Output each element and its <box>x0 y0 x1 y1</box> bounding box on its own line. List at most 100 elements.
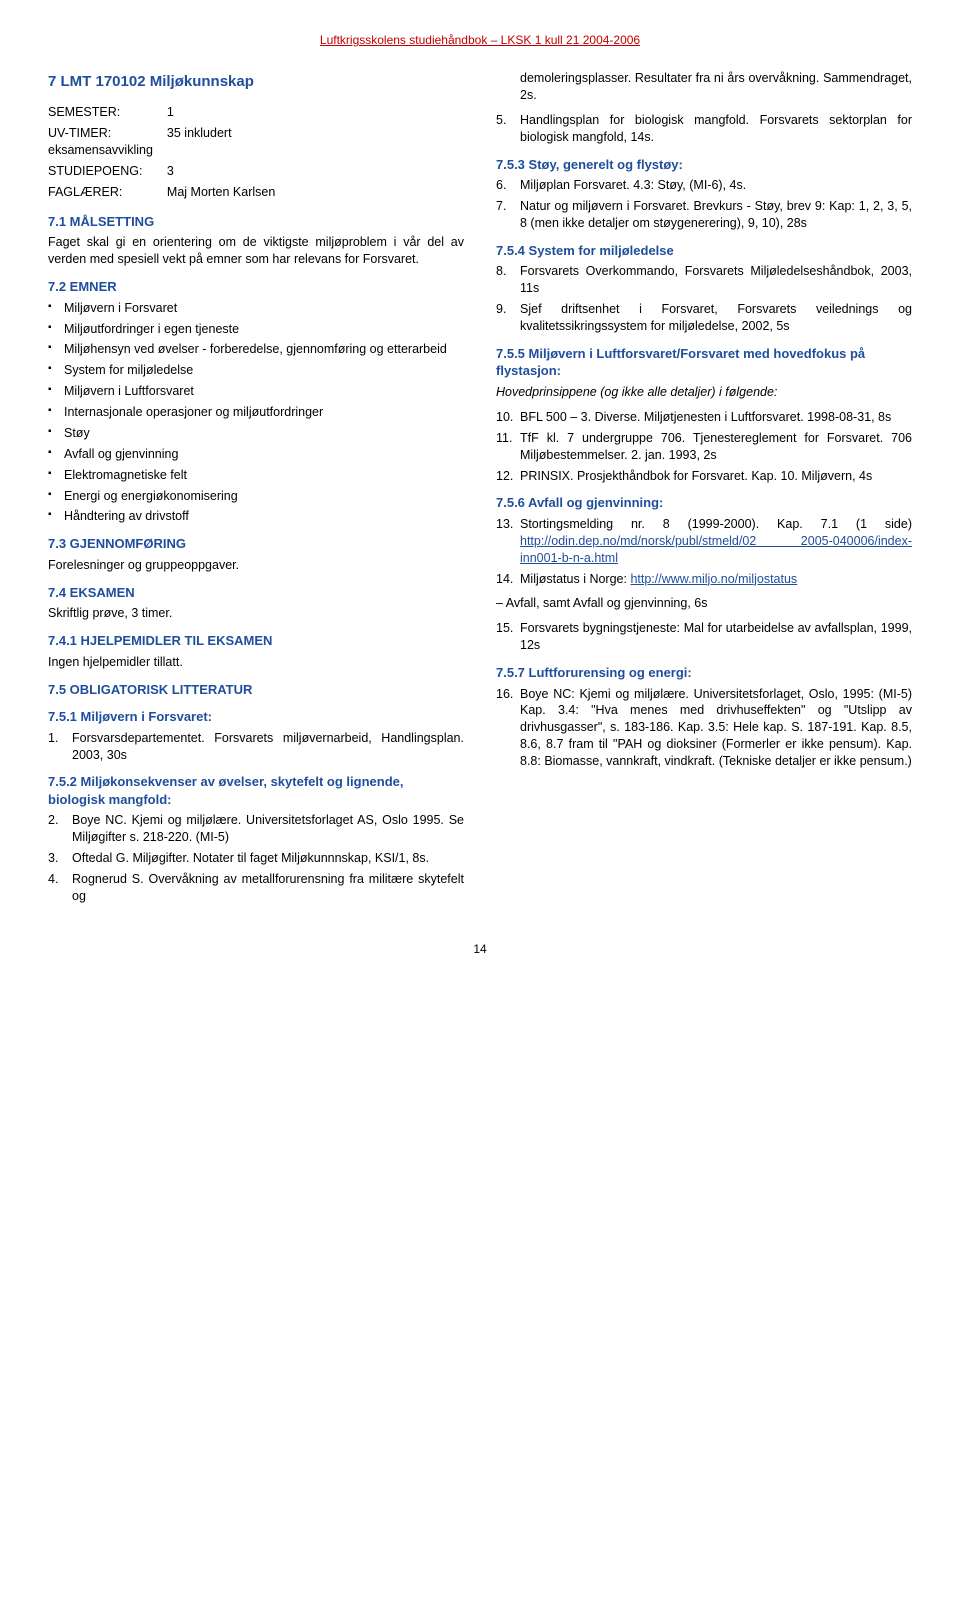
table-row: SEMESTER: 1 <box>48 102 289 123</box>
section-heading: 7.5.1 Miljøvern i Forsvaret: <box>48 708 464 726</box>
list-item: Miljøhensyn ved øvelser - forberedelse, … <box>48 341 464 358</box>
list-item: 8. Forsvarets Overkommando, Forsvarets M… <box>496 263 912 297</box>
meta-value: 3 <box>167 161 289 182</box>
item-text: Boye NC: Kjemi og miljølære. Universitet… <box>520 686 912 770</box>
list-item: 3. Oftedal G. Miljøgifter. Notater til f… <box>48 850 464 867</box>
table-row: UV-TIMER: eksamensavvikling 35 inkludert <box>48 123 289 161</box>
list-item: Miljøvern i Forsvaret <box>48 300 464 317</box>
list-item: Avfall og gjenvinning <box>48 446 464 463</box>
list-item: 1. Forsvarsdepartementet. Forsvarets mil… <box>48 730 464 764</box>
section-heading: 7.5.4 System for miljøledelse <box>496 242 912 260</box>
page-number: 14 <box>48 941 912 957</box>
reference-link[interactable]: http://www.miljo.no/miljostatus <box>630 572 797 586</box>
dash-line: – Avfall, samt Avfall og gjenvinning, 6s <box>496 595 912 612</box>
list-item: 15. Forsvarets bygningstjeneste: Mal for… <box>496 620 912 654</box>
section-heading: 7.4.1 HJELPEMIDLER TIL EKSAMEN <box>48 632 464 650</box>
paragraph: Forelesninger og gruppeoppgaver. <box>48 557 464 574</box>
list-item: Energi og energiøkonomisering <box>48 488 464 505</box>
section-heading: 7.5.6 Avfall og gjenvinning: <box>496 494 912 512</box>
list-item: Miljøutfordringer i egen tjeneste <box>48 321 464 338</box>
item-text: Forsvarets bygningstjeneste: Mal for uta… <box>520 620 912 654</box>
section-heading: 7.1 MÅLSETTING <box>48 213 464 231</box>
section-heading: 7.4 EKSAMEN <box>48 584 464 602</box>
paragraph: Skriftlig prøve, 3 timer. <box>48 605 464 622</box>
item-text: BFL 500 – 3. Diverse. Miljøtjenesten i L… <box>520 409 912 426</box>
numbered-list: 16. Boye NC: Kjemi og miljølære. Univers… <box>496 686 912 770</box>
meta-value: Maj Morten Karlsen <box>167 182 289 203</box>
item-text: Miljøstatus i Norge: http://www.miljo.no… <box>520 571 912 588</box>
item-number: 12. <box>496 468 520 485</box>
numbered-list: 6. Miljøplan Forsvaret. 4.3: Støy, (MI-6… <box>496 177 912 232</box>
item-text: Oftedal G. Miljøgifter. Notater til fage… <box>72 850 464 867</box>
list-item: 9. Sjef driftsenhet i Forsvaret, Forsvar… <box>496 301 912 335</box>
right-column: demoleringsplasser. Resultater fra ni år… <box>496 66 912 913</box>
item-text: Boye NC. Kjemi og miljølære. Universitet… <box>72 812 464 846</box>
meta-label: SEMESTER: <box>48 102 167 123</box>
list-item: Elektromagnetiske felt <box>48 467 464 484</box>
item-number: 15. <box>496 620 520 654</box>
list-item: 2. Boye NC. Kjemi og miljølære. Universi… <box>48 812 464 846</box>
item-number: 2. <box>48 812 72 846</box>
list-item: Støy <box>48 425 464 442</box>
item-text: Forsvarsdepartementet. Forsvarets miljøv… <box>72 730 464 764</box>
item-text: Forsvarets Overkommando, Forsvarets Milj… <box>520 263 912 297</box>
meta-label: UV-TIMER: eksamensavvikling <box>48 123 167 161</box>
list-item: 14. Miljøstatus i Norge: http://www.milj… <box>496 571 912 588</box>
course-meta-table: SEMESTER: 1 UV-TIMER: eksamensavvikling … <box>48 102 289 202</box>
item-number: 4. <box>48 871 72 905</box>
item-text: Handlingsplan for biologisk mangfold. Fo… <box>520 112 912 146</box>
paragraph: Faget skal gi en orientering om de vikti… <box>48 234 464 268</box>
paragraph: Hovedprinsippene (og ikke alle detaljer)… <box>496 384 912 401</box>
section-heading: 7.5.7 Luftforurensing og energi: <box>496 664 912 682</box>
list-item: 13. Stortingsmelding nr. 8 (1999-2000). … <box>496 516 912 567</box>
item-number: 16. <box>496 686 520 770</box>
item-text: TfF kl. 7 undergruppe 706. Tjenesteregle… <box>520 430 912 464</box>
section-heading: 7.5 OBLIGATORISK LITTERATUR <box>48 681 464 699</box>
numbered-list: 8. Forsvarets Overkommando, Forsvarets M… <box>496 263 912 335</box>
item-number: 10. <box>496 409 520 426</box>
list-item: 6. Miljøplan Forsvaret. 4.3: Støy, (MI-6… <box>496 177 912 194</box>
item-continuation: demoleringsplasser. Resultater fra ni år… <box>496 70 912 104</box>
item-number: 1. <box>48 730 72 764</box>
item-text: Miljøplan Forsvaret. 4.3: Støy, (MI-6), … <box>520 177 912 194</box>
meta-label: STUDIEPOENG: <box>48 161 167 182</box>
meta-label: FAGLÆRER: <box>48 182 167 203</box>
page-header: Luftkrigsskolens studiehåndbok – LKSK 1 … <box>48 32 912 48</box>
item-text: Natur og miljøvern i Forsvaret. Brevkurs… <box>520 198 912 232</box>
reference-link[interactable]: http://odin.dep.no/md/norsk/publ/stmeld/… <box>520 534 912 565</box>
item-text: Sjef driftsenhet i Forsvaret, Forsvarets… <box>520 301 912 335</box>
item-pre-text: Miljøstatus i Norge: <box>520 572 630 586</box>
item-number: 3. <box>48 850 72 867</box>
section-heading: 7.3 GJENNOMFØRING <box>48 535 464 553</box>
numbered-list: 15. Forsvarets bygningstjeneste: Mal for… <box>496 620 912 654</box>
list-item: Miljøvern i Luftforsvaret <box>48 383 464 400</box>
section-heading: 7.2 EMNER <box>48 278 464 296</box>
two-column-layout: 7 LMT 170102 Miljøkunnskap SEMESTER: 1 U… <box>48 66 912 913</box>
item-number: 6. <box>496 177 520 194</box>
list-item: 12. PRINSIX. Prosjekthåndbok for Forsvar… <box>496 468 912 485</box>
list-item: 10. BFL 500 – 3. Diverse. Miljøtjenesten… <box>496 409 912 426</box>
left-column: 7 LMT 170102 Miljøkunnskap SEMESTER: 1 U… <box>48 66 464 913</box>
item-pre-text: Stortingsmelding nr. 8 (1999-2000). Kap.… <box>520 517 912 531</box>
numbered-list: 5. Handlingsplan for biologisk mangfold.… <box>496 112 912 146</box>
list-item: 7. Natur og miljøvern i Forsvaret. Brevk… <box>496 198 912 232</box>
meta-value: 35 inkludert <box>167 123 289 161</box>
item-number: 13. <box>496 516 520 567</box>
item-number: 7. <box>496 198 520 232</box>
table-row: STUDIEPOENG: 3 <box>48 161 289 182</box>
item-text: Stortingsmelding nr. 8 (1999-2000). Kap.… <box>520 516 912 567</box>
section-heading: 7.5.3 Støy, generelt og flystøy: <box>496 156 912 174</box>
list-item: 5. Handlingsplan for biologisk mangfold.… <box>496 112 912 146</box>
item-text-partial: Rognerud S. Overvåkning av metallforuren… <box>72 871 464 905</box>
list-item: 11. TfF kl. 7 undergruppe 706. Tjenester… <box>496 430 912 464</box>
numbered-list: 13. Stortingsmelding nr. 8 (1999-2000). … <box>496 516 912 588</box>
list-item: Håndtering av drivstoff <box>48 508 464 525</box>
list-item: System for miljøledelse <box>48 362 464 379</box>
item-text: PRINSIX. Prosjekthåndbok for Forsvaret. … <box>520 468 912 485</box>
numbered-list: 1. Forsvarsdepartementet. Forsvarets mil… <box>48 730 464 764</box>
item-number: 9. <box>496 301 520 335</box>
course-title: 7 LMT 170102 Miljøkunnskap <box>48 72 464 92</box>
section-heading: 7.5.5 Miljøvern i Luftforsvaret/Forsvare… <box>496 345 912 380</box>
item-number: 8. <box>496 263 520 297</box>
section-heading: 7.5.2 Miljøkonsekvenser av øvelser, skyt… <box>48 773 464 808</box>
